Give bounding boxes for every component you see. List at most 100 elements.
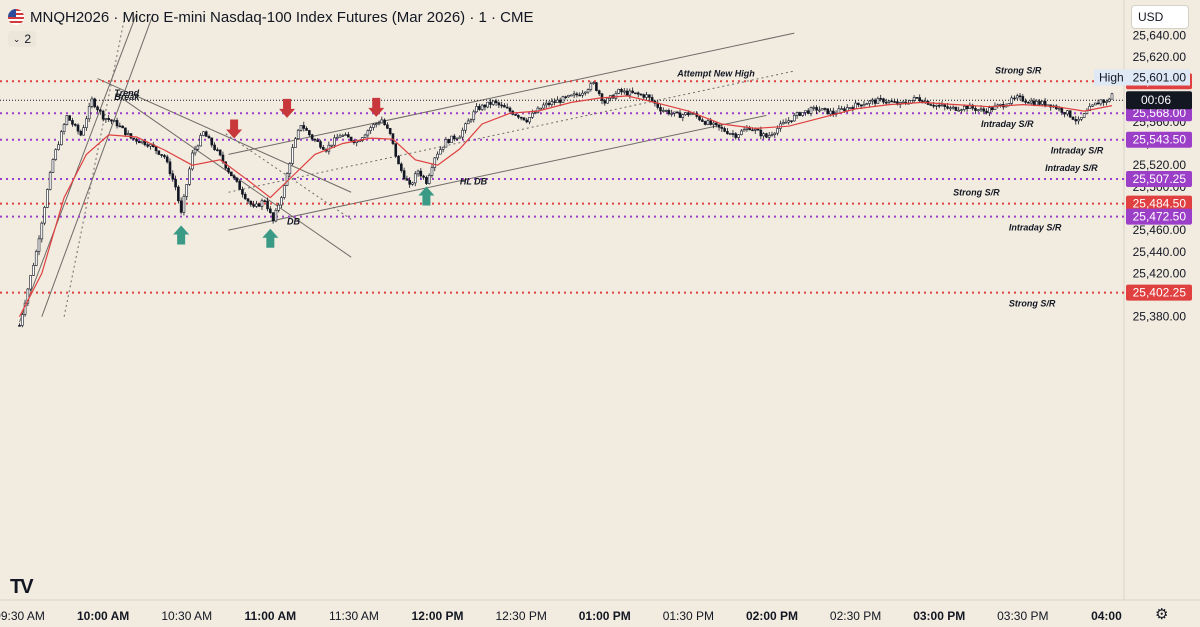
candle-body	[533, 112, 537, 114]
candle	[157, 150, 161, 156]
candle-body	[34, 251, 38, 266]
candle	[154, 146, 158, 155]
candle-body	[168, 161, 172, 175]
candle-body	[636, 92, 640, 95]
candle	[422, 174, 425, 180]
candle-body	[1041, 100, 1044, 105]
gear-icon[interactable]: ⚙	[1155, 606, 1169, 623]
candle-body	[589, 83, 593, 90]
candle-body	[18, 325, 21, 327]
candle	[556, 96, 559, 103]
candle-body	[54, 149, 58, 160]
candle-body	[207, 136, 211, 139]
candle	[871, 97, 874, 105]
candle	[377, 120, 381, 126]
candle-body	[1024, 100, 1027, 103]
candle	[441, 146, 445, 153]
candle	[539, 107, 542, 110]
candle	[1027, 101, 1030, 104]
candle	[305, 126, 308, 131]
candle-body	[528, 117, 531, 123]
candle	[48, 170, 52, 191]
candle	[73, 123, 77, 127]
candle-body	[759, 129, 763, 137]
candle	[553, 98, 556, 106]
candle	[592, 81, 595, 85]
candle	[723, 126, 726, 133]
candle-body	[1035, 101, 1039, 106]
candle	[611, 93, 615, 99]
candle-body	[946, 106, 949, 109]
candle-body	[235, 177, 239, 182]
candle	[235, 177, 239, 183]
candle-body	[129, 133, 133, 139]
candle-body	[776, 128, 779, 134]
candle	[335, 133, 339, 139]
candle	[249, 200, 253, 207]
candle	[536, 106, 540, 114]
candle-body	[561, 96, 565, 103]
tradingview-logo: TV	[10, 576, 34, 598]
candle-body	[703, 121, 707, 125]
candle-body	[531, 112, 534, 118]
candle-body	[497, 102, 501, 106]
candle-body	[299, 125, 303, 131]
candle	[787, 117, 791, 125]
candle-body	[873, 99, 877, 104]
candle-body	[282, 185, 286, 198]
candle	[670, 109, 673, 117]
candle-body	[639, 93, 643, 96]
candle	[430, 163, 434, 178]
candle-body	[241, 189, 244, 195]
candle-body	[742, 129, 746, 132]
candle	[639, 93, 643, 96]
candle-body	[118, 125, 122, 128]
candle	[622, 88, 626, 95]
candle	[879, 94, 882, 102]
candle	[478, 103, 481, 111]
candle-body	[232, 175, 236, 179]
candle	[561, 95, 565, 103]
level-note: Strong S/R	[995, 65, 1042, 75]
candle	[466, 118, 470, 125]
candle	[369, 125, 372, 134]
candle-body	[871, 99, 874, 102]
currency-select[interactable]: USD	[1131, 5, 1189, 29]
candle-body	[912, 97, 916, 101]
candle	[519, 116, 523, 121]
candle-body	[979, 108, 983, 111]
candle-body	[193, 148, 197, 154]
candle-body	[57, 144, 60, 150]
candle	[631, 87, 634, 94]
candle	[706, 118, 710, 126]
candle-body	[614, 93, 618, 99]
candle-body	[76, 124, 80, 132]
candle-body	[951, 106, 955, 109]
candle	[525, 117, 529, 124]
candle-body	[185, 184, 189, 197]
candle-body	[840, 108, 843, 110]
candle	[974, 105, 977, 115]
candle	[1049, 104, 1052, 111]
candle	[37, 235, 41, 256]
candle-body	[274, 209, 278, 222]
price-tag-label: 25,507.25	[1133, 172, 1187, 186]
candle	[397, 155, 400, 165]
indicator-count: 2	[24, 32, 32, 46]
candle	[882, 97, 885, 105]
candle	[648, 94, 651, 101]
arrow-up-icon	[418, 186, 435, 206]
candle-body	[843, 108, 846, 112]
candle	[890, 98, 894, 103]
candle	[274, 207, 278, 223]
indicator-collapse-button[interactable]: ⌄ 2	[8, 31, 36, 47]
candle	[269, 206, 272, 214]
candle-body	[762, 133, 765, 137]
candle	[792, 112, 796, 122]
candle	[224, 161, 228, 171]
arrow-down-icon	[368, 97, 385, 117]
candle-body	[296, 129, 300, 139]
candle-body	[377, 122, 381, 125]
symbol-header[interactable]: MNQH2026 · Micro E-mini Nasdaq-100 Index…	[8, 6, 534, 28]
